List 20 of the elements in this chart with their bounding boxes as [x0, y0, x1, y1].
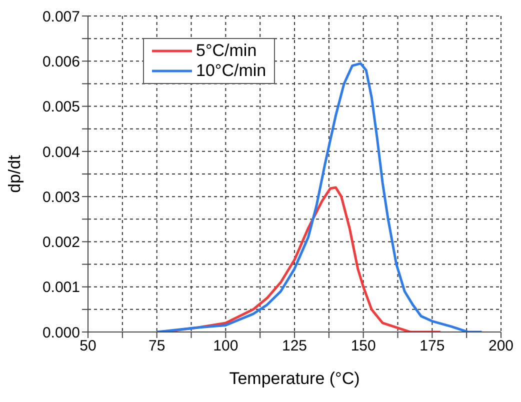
x-tick-label: 200 [488, 338, 514, 355]
y-tick-label: 0.003 [42, 188, 80, 206]
y-tick-label: 0.006 [42, 53, 80, 70]
y-tick-label: 0.007 [42, 8, 80, 26]
x-tick-label: 75 [148, 338, 166, 355]
x-tick-label: 100 [213, 338, 238, 355]
y-tick-label: 0.001 [42, 279, 80, 296]
x-tick-label: 150 [350, 338, 376, 355]
y-tick-label: 0.002 [42, 234, 80, 252]
x-tick-label: 175 [420, 338, 445, 355]
line-series [156, 62, 483, 332]
y-tick-label: 0.000 [42, 324, 80, 342]
y-tick-label: 0.004 [42, 144, 80, 161]
y-tick-label: 0.005 [42, 98, 80, 116]
legend-label: 5°C/min [196, 41, 257, 61]
legend-label: 10°C/min [196, 61, 266, 81]
y-axis-title: dp/dt [5, 154, 24, 193]
x-tick-label: 125 [282, 338, 308, 355]
x-axis-title: Temperature (°C) [229, 369, 360, 388]
x-tick-label: 50 [80, 338, 96, 355]
